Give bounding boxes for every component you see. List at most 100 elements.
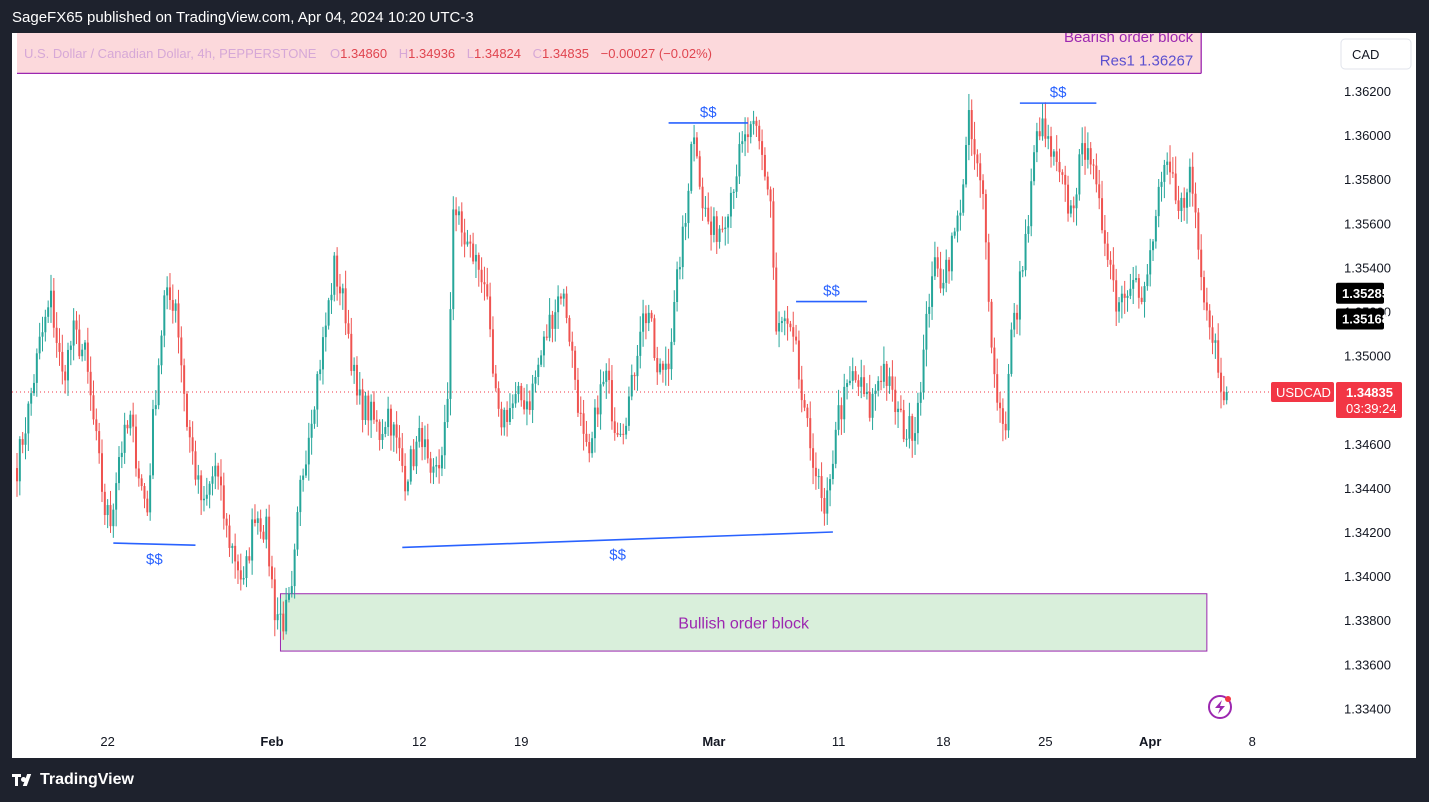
candle [1120, 285, 1123, 319]
candle-body [531, 383, 534, 411]
candle [1038, 117, 1041, 141]
candle [1154, 209, 1157, 249]
candle-body [282, 613, 285, 632]
candle-body [149, 475, 152, 513]
zones-layer: Bearish order block Res1 1.36267 Bullish o… [17, 29, 1208, 652]
candle-body [639, 331, 642, 356]
currency-button[interactable]: CAD [1340, 38, 1412, 70]
candle [945, 249, 948, 293]
candle [117, 446, 120, 491]
candle-body [435, 465, 438, 467]
date-tick: 11 [832, 734, 846, 749]
candle [389, 404, 392, 451]
candlestick-chart[interactable]: Bearish order block Res1 1.36267 Bullish o… [12, 29, 1416, 758]
candle-body [234, 545, 237, 562]
candle [259, 509, 262, 539]
candle [667, 348, 670, 386]
candle-body [1024, 233, 1027, 271]
candle-body [874, 390, 877, 394]
candle-body [987, 242, 990, 302]
candle-body [1004, 423, 1007, 431]
candle-body [191, 437, 194, 452]
candle [636, 345, 639, 391]
candle-body [126, 424, 129, 429]
candle-body [1086, 148, 1089, 160]
candle [449, 292, 452, 416]
candle-body [58, 342, 61, 352]
candle-body [30, 393, 33, 404]
candle-body [735, 176, 738, 192]
candle-body [1095, 165, 1098, 185]
candle-body [279, 613, 282, 615]
candle-body [559, 296, 562, 299]
candle-body [1166, 161, 1169, 165]
candle-body [894, 389, 897, 413]
candle-body [627, 396, 630, 426]
candle [1186, 188, 1189, 224]
candle [98, 422, 101, 464]
candle [990, 299, 993, 354]
candle [610, 365, 613, 430]
candle-body [1061, 172, 1064, 175]
candle [438, 449, 441, 484]
candle-body [673, 302, 676, 342]
candle [146, 490, 149, 516]
candle [965, 136, 968, 188]
candle-body [888, 376, 891, 386]
candle [695, 132, 698, 159]
candle-body [1067, 184, 1070, 214]
candle [200, 470, 203, 515]
candle [712, 207, 715, 243]
candle-body [460, 211, 463, 233]
candle [69, 340, 72, 366]
candle [639, 316, 642, 369]
currency-label[interactable]: CAD [1352, 47, 1379, 62]
candle [1067, 175, 1070, 222]
liquidity-label: $$ [700, 104, 717, 121]
candle [1149, 238, 1152, 287]
candle [1098, 169, 1101, 210]
candle-body [616, 432, 619, 435]
price-tick: 1.34400 [1344, 481, 1391, 496]
candle [1208, 304, 1211, 340]
candle [154, 389, 157, 416]
candle [899, 395, 902, 413]
candle [987, 233, 990, 312]
candle [347, 309, 350, 339]
candle-body [217, 465, 220, 477]
candle [293, 543, 296, 599]
candle [882, 346, 885, 389]
candle [1092, 159, 1095, 180]
candle-body [1047, 136, 1050, 139]
candle-body [882, 363, 885, 382]
high-value: 1.34936 [408, 46, 455, 61]
candle [857, 374, 860, 397]
candle-body [837, 405, 840, 430]
candle-body [613, 421, 616, 433]
candle [860, 359, 863, 399]
candle [721, 216, 724, 233]
candle-body [625, 425, 628, 435]
tradingview-logo[interactable]: TradingView [12, 771, 134, 789]
candle [1050, 126, 1053, 168]
candle [953, 227, 956, 239]
candle [375, 410, 378, 432]
candle-body [1069, 205, 1072, 214]
candle-body [1084, 143, 1087, 160]
candle-body [880, 380, 883, 382]
chart-panel[interactable]: Bearish order block Res1 1.36267 Bullish o… [12, 29, 1416, 758]
candle-body [406, 481, 409, 492]
candle-body [364, 395, 367, 420]
candle [270, 555, 273, 589]
candle-body [1001, 408, 1004, 424]
candle-body [905, 438, 908, 440]
candle [282, 601, 285, 640]
candle-body [1203, 277, 1206, 303]
candle [789, 320, 792, 332]
candle [251, 508, 254, 575]
candle [137, 460, 140, 487]
lightning-icon[interactable] [1208, 695, 1232, 719]
candle-body [61, 351, 64, 372]
candle [41, 316, 44, 352]
